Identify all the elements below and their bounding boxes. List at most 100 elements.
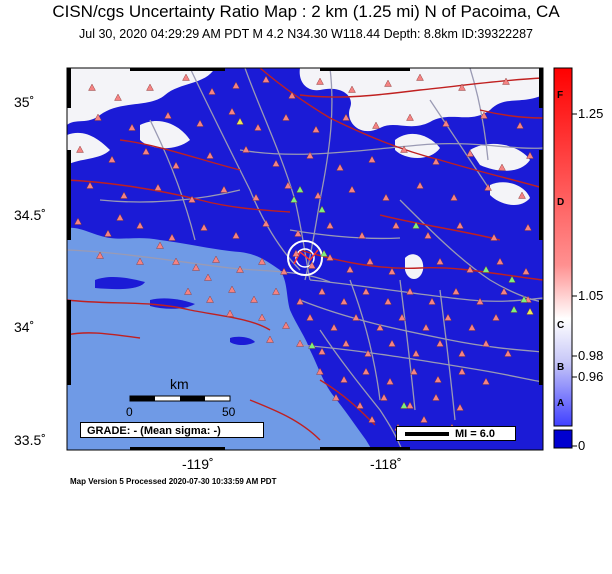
station-triangle	[432, 157, 440, 165]
station-triangle	[358, 231, 366, 239]
station-triangle	[204, 273, 212, 281]
station-triangle	[284, 181, 292, 189]
lon-label-119: -119˚	[182, 456, 214, 472]
station-triangle	[316, 77, 324, 85]
mi-bar	[405, 432, 449, 436]
station-triangle	[290, 195, 298, 203]
station-triangle	[346, 265, 354, 273]
station-triangle	[164, 111, 172, 119]
station-triangle	[386, 377, 394, 385]
colorbar-value-1-05: 1.05	[578, 288, 604, 303]
station-triangle	[380, 393, 388, 401]
station-triangle	[318, 347, 326, 355]
station-triangle	[524, 223, 532, 231]
station-triangle	[482, 265, 490, 273]
station-triangle	[406, 113, 414, 121]
island	[230, 336, 255, 345]
station-triangle	[288, 91, 296, 99]
colorbar-value-1-25: 1.25	[578, 106, 604, 121]
station-triangle	[340, 297, 348, 305]
island	[150, 298, 195, 309]
station-triangle	[458, 349, 466, 357]
station-triangle	[444, 313, 452, 321]
station-triangle	[76, 145, 84, 153]
station-triangle	[332, 393, 340, 401]
station-triangle	[330, 323, 338, 331]
station-triangle	[252, 193, 260, 201]
station-triangle	[384, 297, 392, 305]
station-triangle	[392, 221, 400, 229]
station-triangle	[206, 295, 214, 303]
station-triangle	[412, 221, 420, 229]
map-title: CISN/cgs Uncertainty Ratio Map : 2 km (1…	[52, 2, 560, 21]
station-triangle	[168, 233, 176, 241]
station-triangle	[384, 79, 392, 87]
epicenter-marker	[287, 240, 323, 276]
station-triangle	[490, 233, 498, 241]
station-triangle	[458, 367, 466, 375]
station-triangle	[258, 313, 266, 321]
station-triangle	[306, 313, 314, 321]
station-triangle	[116, 213, 124, 221]
station-triangle	[200, 223, 208, 231]
station-triangle	[318, 205, 326, 213]
station-triangle	[362, 287, 370, 295]
station-triangle	[196, 119, 204, 127]
station-triangle	[368, 155, 376, 163]
station-triangle	[436, 257, 444, 265]
station-triangle	[382, 193, 390, 201]
station-triangle	[458, 83, 466, 91]
station-triangle	[492, 313, 500, 321]
station-triangle	[146, 83, 154, 91]
scale-unit: km	[170, 376, 189, 392]
station-triangle	[450, 193, 458, 201]
station-triangle	[296, 339, 304, 347]
station-triangle	[416, 73, 424, 81]
station-triangle	[476, 297, 484, 305]
station-triangle	[316, 367, 324, 375]
station-triangle	[220, 185, 228, 193]
station-triangle	[96, 251, 104, 259]
station-triangle	[280, 267, 288, 275]
station-triangle	[376, 323, 384, 331]
station-triangle	[232, 231, 240, 239]
station-triangle	[424, 231, 432, 239]
station-triangle	[388, 267, 396, 275]
station-triangle	[420, 415, 428, 423]
station-triangle	[508, 275, 516, 283]
scale-bar	[129, 395, 231, 402]
station-triangle	[412, 349, 420, 357]
station-triangle	[136, 257, 144, 265]
station-triangle	[326, 253, 334, 261]
station-triangle	[356, 401, 364, 409]
station-triangle	[236, 265, 244, 273]
station-markers	[74, 73, 534, 431]
station-triangle	[136, 221, 144, 229]
station-triangle	[520, 295, 528, 303]
station-triangle	[250, 295, 258, 303]
lon-label-118: -118˚	[370, 456, 402, 472]
station-triangle	[480, 111, 488, 119]
station-triangle	[306, 151, 314, 159]
station-triangle	[282, 113, 290, 121]
station-triangle	[368, 415, 376, 423]
station-triangle	[86, 181, 94, 189]
station-triangle	[108, 155, 116, 163]
station-triangle	[498, 163, 506, 171]
station-triangle	[348, 85, 356, 93]
station-triangle	[308, 341, 316, 349]
map-frame	[66, 67, 544, 451]
station-triangle	[254, 123, 262, 131]
station-triangle	[232, 81, 240, 89]
station-triangle	[496, 257, 504, 265]
station-triangle	[314, 191, 322, 199]
station-triangle	[212, 255, 220, 263]
station-triangle	[104, 229, 112, 237]
scale-tick-start: 0	[126, 405, 133, 419]
station-triangle	[262, 219, 270, 227]
grade-text: GRADE: - (Mean sigma: -)	[87, 425, 221, 437]
station-triangle	[318, 287, 326, 295]
colorbar-grade-a: A	[557, 398, 565, 409]
station-triangle	[436, 339, 444, 347]
colorbar-grade-c: C	[557, 320, 565, 331]
